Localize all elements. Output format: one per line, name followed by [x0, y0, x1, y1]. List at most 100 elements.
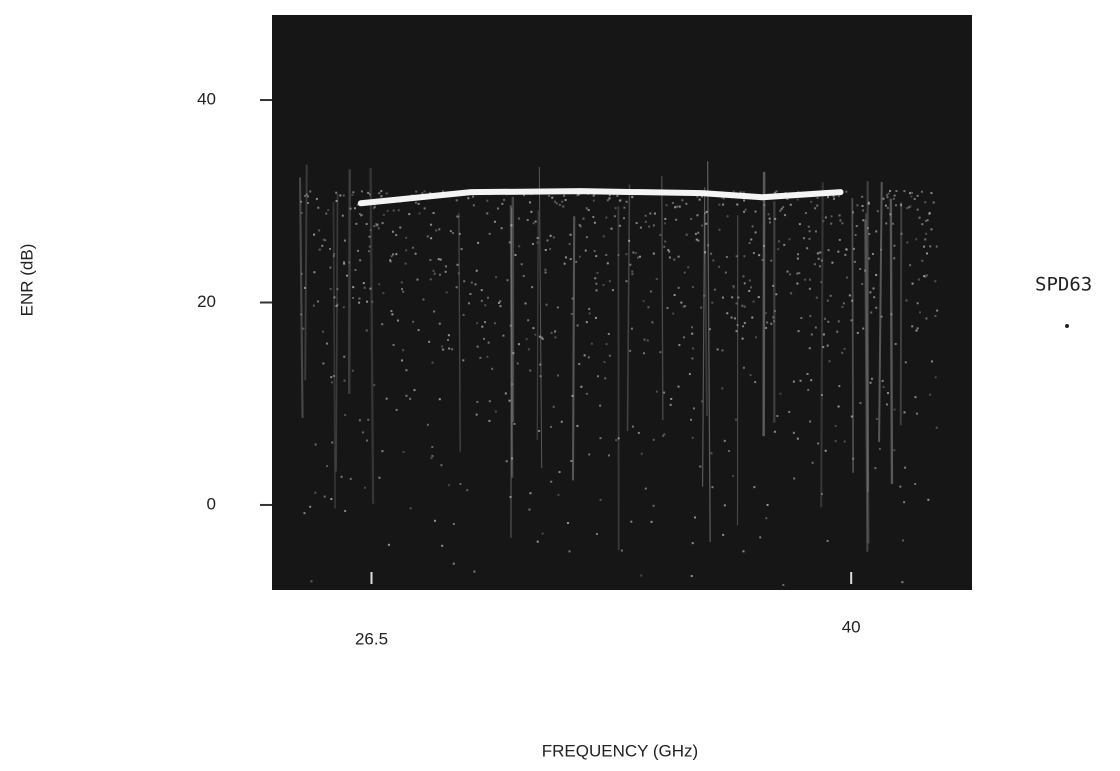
- texture-speck: [646, 339, 649, 342]
- texture-speck: [797, 190, 800, 193]
- texture-speck: [592, 194, 595, 197]
- texture-speck: [390, 255, 393, 258]
- texture-speck: [400, 281, 403, 284]
- texture-speck: [629, 349, 632, 352]
- texture-speck: [563, 194, 566, 197]
- texture-speck: [861, 195, 864, 198]
- texture-speck: [438, 273, 441, 276]
- texture-line: [369, 167, 375, 504]
- texture-speck: [605, 216, 608, 219]
- texture-speck: [526, 218, 529, 221]
- texture-speck: [786, 197, 789, 200]
- texture-speck: [335, 191, 338, 194]
- texture-speck: [713, 288, 716, 291]
- texture-speck: [734, 317, 737, 320]
- texture-speck: [741, 337, 744, 340]
- texture-speck: [426, 423, 429, 426]
- texture-speck: [711, 486, 714, 489]
- texture-speck: [499, 305, 502, 308]
- texture-speck: [735, 418, 738, 421]
- texture-speck: [809, 315, 812, 318]
- texture-speck: [710, 252, 713, 255]
- texture-speck: [779, 209, 782, 212]
- texture-speck: [869, 291, 872, 294]
- texture-speck: [855, 225, 858, 228]
- texture-speck: [806, 373, 809, 376]
- texture-speck: [890, 313, 893, 316]
- texture-speck: [588, 312, 591, 315]
- texture-speck: [467, 197, 470, 200]
- texture-speck: [743, 321, 746, 324]
- texture-speck: [488, 232, 491, 235]
- texture-speck: [826, 539, 829, 542]
- texture-speck: [824, 449, 827, 452]
- texture-speck: [326, 465, 329, 468]
- texture-speck: [796, 253, 799, 256]
- texture-speck: [763, 203, 766, 206]
- texture-speck: [431, 361, 434, 364]
- texture-speck: [841, 222, 844, 225]
- texture-speck: [531, 242, 534, 245]
- texture-speck: [926, 252, 929, 255]
- texture-speck: [848, 294, 851, 297]
- texture-speck: [678, 205, 681, 208]
- texture-speck: [593, 250, 596, 253]
- texture-speck: [772, 316, 775, 319]
- texture-speck: [659, 351, 662, 354]
- texture-speck: [538, 429, 541, 432]
- texture-speck: [820, 394, 823, 397]
- texture-speck: [903, 501, 906, 504]
- texture-speck: [622, 217, 625, 220]
- texture-speck: [452, 562, 455, 565]
- texture-speck: [663, 433, 666, 436]
- texture-speck: [871, 252, 874, 255]
- texture-speck: [916, 302, 919, 305]
- texture-speck: [900, 232, 903, 235]
- texture-speck: [808, 237, 811, 240]
- texture-speck: [500, 227, 503, 230]
- texture-speck: [927, 498, 930, 501]
- texture-speck: [512, 352, 515, 355]
- texture-speck: [784, 214, 787, 217]
- texture-speck: [722, 533, 725, 536]
- texture-speck: [381, 222, 384, 225]
- texture-speck: [904, 361, 907, 364]
- texture-speck: [810, 333, 813, 336]
- texture-speck: [451, 232, 454, 235]
- texture-speck: [820, 281, 823, 284]
- texture-speck: [893, 408, 896, 411]
- texture-speck: [416, 278, 419, 281]
- texture-speck: [766, 321, 769, 324]
- texture-speck: [752, 252, 755, 255]
- texture-speck: [617, 437, 620, 440]
- texture-speck: [540, 336, 543, 339]
- texture-speck: [501, 202, 504, 205]
- texture-speck: [757, 296, 760, 299]
- texture-speck: [789, 203, 792, 206]
- texture-speck: [550, 331, 553, 334]
- texture-speck: [417, 202, 420, 205]
- texture-speck: [765, 326, 768, 329]
- texture-speck: [562, 205, 565, 208]
- texture-speck: [755, 336, 758, 339]
- texture-line: [706, 161, 711, 543]
- texture-speck: [344, 414, 347, 417]
- y-tick-label: 40: [197, 90, 216, 109]
- texture-speck: [556, 374, 559, 377]
- texture-speck: [606, 199, 609, 202]
- texture-speck: [330, 498, 333, 501]
- texture-speck: [868, 257, 871, 260]
- texture-speck: [358, 419, 361, 422]
- texture-speck: [318, 229, 321, 232]
- texture-speck: [595, 289, 598, 292]
- texture-speck: [377, 227, 380, 230]
- texture-speck: [351, 193, 354, 196]
- texture-speck: [926, 219, 929, 222]
- texture-speck: [477, 241, 480, 244]
- texture-speck: [401, 359, 404, 362]
- texture-speck: [742, 325, 745, 328]
- texture-speck: [710, 452, 713, 455]
- texture-speck: [462, 359, 465, 362]
- texture-speck: [824, 216, 827, 219]
